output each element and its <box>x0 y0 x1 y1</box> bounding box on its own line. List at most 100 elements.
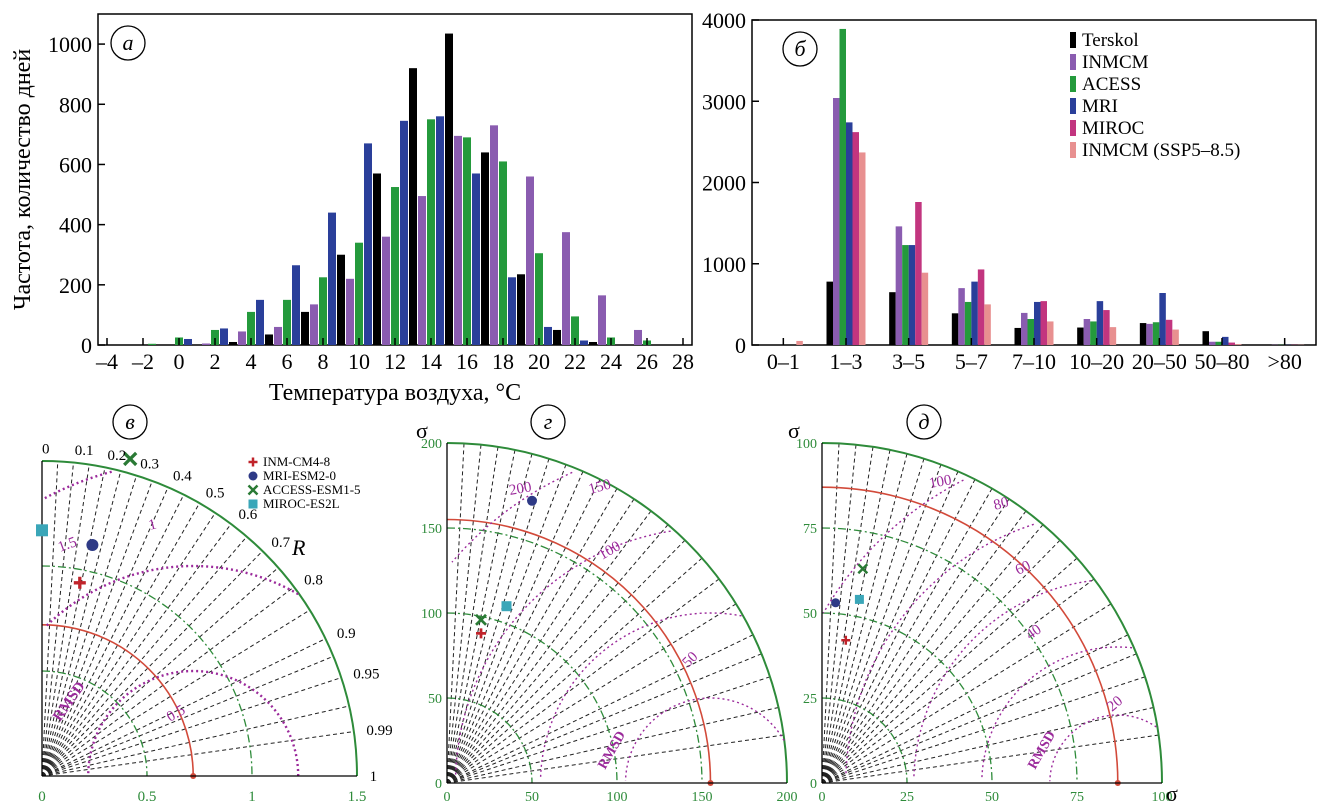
panel-letter: а <box>123 30 134 55</box>
bar-inmcm <box>833 98 840 345</box>
x-tick-label: 14 <box>420 349 442 374</box>
y-tick-label: 75 <box>803 522 817 537</box>
marker-circle <box>249 472 258 481</box>
bar-terskol <box>265 334 273 345</box>
correlation-label: 0.4 <box>173 469 192 485</box>
x-tick-label: 0 <box>174 349 185 374</box>
bar-inmcm <box>274 327 282 345</box>
bar-inmcm <box>418 196 426 345</box>
bar-mri <box>400 121 408 345</box>
rmsd-text: RMSD <box>595 729 629 772</box>
bar-acess <box>148 344 156 345</box>
bar-miroc <box>1229 343 1236 345</box>
x-tick-label: 5–7 <box>955 349 988 374</box>
y-tick-label: 800 <box>59 92 92 117</box>
marker-circle <box>86 539 98 551</box>
x-tick-label: 28 <box>672 349 694 374</box>
marker-circle <box>527 496 537 506</box>
bar-mri <box>1034 302 1041 345</box>
rmsd-label: 0.5 <box>164 702 188 725</box>
correlation-ray <box>822 654 1137 783</box>
x-tick-label: –2 <box>131 349 154 374</box>
marker-plus <box>74 577 86 589</box>
bar-inmcm_ssp <box>984 304 991 345</box>
bar-acess <box>427 119 435 345</box>
rmsd-arc <box>823 480 963 613</box>
bar-inmcm <box>202 343 210 345</box>
bar-acess <box>1028 319 1035 345</box>
bar-terskol <box>337 255 345 345</box>
bar-miroc <box>915 202 922 345</box>
marker-plus <box>841 636 850 645</box>
rmsd-label: 40 <box>1023 622 1044 644</box>
bar-terskol <box>481 152 489 345</box>
bar-terskol <box>409 68 417 345</box>
bar-acess <box>1090 321 1097 345</box>
x-tick-label: –4 <box>95 349 118 374</box>
correlation-ray <box>42 481 152 776</box>
bar-inmcm <box>896 226 903 345</box>
bar-inmcm <box>1146 324 1153 345</box>
x-tick-label: 0 <box>38 789 46 805</box>
marker-cross <box>249 486 258 495</box>
y-tick-label: 0 <box>81 333 92 358</box>
bar-inmcm <box>1209 342 1216 345</box>
rmsd-arc <box>626 698 785 781</box>
x-tick-label: 1 <box>248 789 256 805</box>
x-tick-label: 0 <box>444 790 451 805</box>
bar-mri <box>1222 337 1229 345</box>
bar-miroc <box>853 132 860 345</box>
panel-letter: в <box>125 409 135 434</box>
x-tick-label: 22 <box>564 349 586 374</box>
correlation-label: 0.99 <box>366 723 392 739</box>
x-tick-label: 24 <box>600 349 622 374</box>
bar-terskol <box>1015 328 1022 345</box>
y-tick-label: 4000 <box>702 8 746 33</box>
bar-terskol <box>1077 328 1084 345</box>
legend-swatch <box>1070 54 1076 70</box>
x-tick-label: >80 <box>1267 349 1301 374</box>
y-tick-label: 150 <box>421 522 442 537</box>
bar-mri <box>364 143 372 345</box>
bar-terskol <box>1203 331 1210 345</box>
correlation-ray <box>822 579 1094 783</box>
y-tick-label: 25 <box>803 692 817 707</box>
bar-inmcm <box>382 237 390 345</box>
bar-inmcm_ssp <box>1172 330 1179 345</box>
y-tick-label: 0 <box>435 777 442 792</box>
legend-label: ACCESS-ESM1-5 <box>263 482 361 497</box>
rmsd-label: 60 <box>1013 558 1033 579</box>
bar-inmcm <box>310 304 318 345</box>
panel-letter: д <box>918 409 929 434</box>
legend-label: MRI-ESM2-0 <box>263 468 336 483</box>
bar-inmcm <box>526 176 534 345</box>
y-tick-label: 400 <box>59 213 92 238</box>
bar-mri <box>256 300 264 345</box>
legend-label: INM-CM4-8 <box>263 454 330 469</box>
bar-acess <box>463 137 471 345</box>
bar-terskol <box>517 274 525 345</box>
legend-label: ACESS <box>1082 74 1141 95</box>
x-tick-label: 10 <box>348 349 370 374</box>
y-tick-label: 2000 <box>702 171 746 196</box>
x-tick-label: 150 <box>692 790 713 805</box>
bar-acess <box>355 243 363 345</box>
x-tick-label: 2 <box>210 349 221 374</box>
x-tick-label: 20 <box>528 349 550 374</box>
y-tick-label: 50 <box>428 692 442 707</box>
correlation-label: 0.2 <box>108 448 127 464</box>
x-tick-label: 3–5 <box>892 349 925 374</box>
marker-circle <box>831 598 840 607</box>
bar-terskol <box>301 312 309 345</box>
marker-square <box>249 500 258 509</box>
y-tick-label: 1000 <box>702 252 746 277</box>
bar-mri <box>220 328 228 345</box>
bar-terskol <box>889 292 896 345</box>
x-tick-label: 75 <box>1070 790 1084 805</box>
y-tick-label: 3000 <box>702 89 746 114</box>
rmsd-arc <box>846 524 1034 776</box>
y-axis-label: σ <box>416 418 428 443</box>
